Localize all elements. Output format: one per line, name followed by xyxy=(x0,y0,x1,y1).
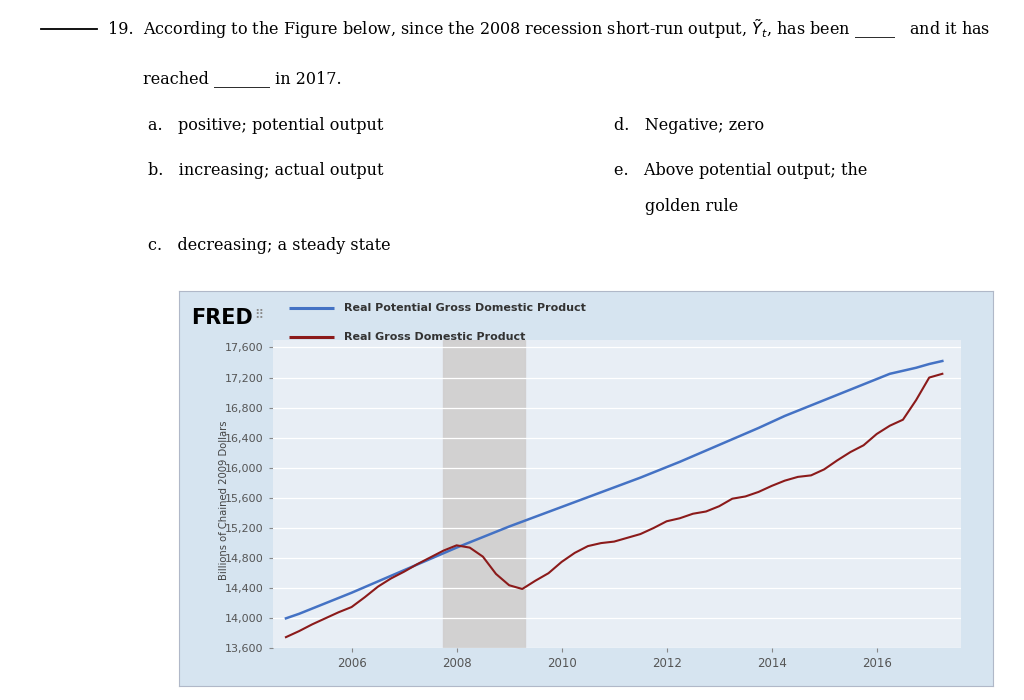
Bar xyxy=(443,340,525,648)
Text: d.   Negative; zero: d. Negative; zero xyxy=(614,117,765,134)
Text: Real Potential Gross Domestic Product: Real Potential Gross Domestic Product xyxy=(344,303,586,314)
Text: 19.: 19. xyxy=(108,20,133,38)
Text: c.   decreasing; a steady state: c. decreasing; a steady state xyxy=(148,237,391,253)
Text: According to the Figure below, since the 2008 recession short-run output, $\tild: According to the Figure below, since the… xyxy=(143,17,990,41)
Text: Real Gross Domestic Product: Real Gross Domestic Product xyxy=(344,332,525,342)
Text: e.   Above potential output; the: e. Above potential output; the xyxy=(614,162,867,178)
Text: reached _______ in 2017.: reached _______ in 2017. xyxy=(143,70,342,87)
Text: ⠿: ⠿ xyxy=(254,308,263,321)
Text: golden rule: golden rule xyxy=(645,197,738,215)
Text: b.   increasing; actual output: b. increasing; actual output xyxy=(148,162,384,178)
Text: FRED: FRED xyxy=(191,308,253,328)
Text: Billions of Chained 2009 Dollars: Billions of Chained 2009 Dollars xyxy=(219,421,229,580)
Text: a.   positive; potential output: a. positive; potential output xyxy=(148,117,384,134)
